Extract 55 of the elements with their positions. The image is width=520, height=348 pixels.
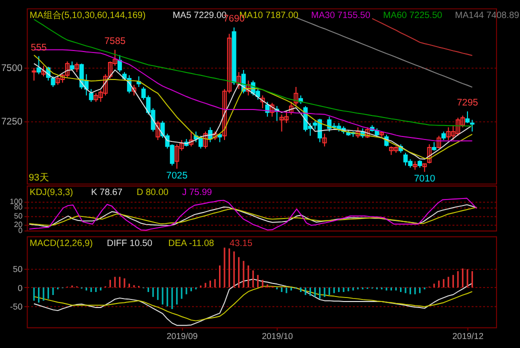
candlestick (203, 131, 208, 150)
candlestick (156, 120, 160, 141)
x-tick-label: 2019/10 (262, 331, 294, 342)
candlestick (427, 144, 432, 164)
candlestick (41, 65, 46, 77)
annotation: 7295 (456, 98, 478, 109)
text: MA30 7155.50 (311, 10, 370, 20)
series-label: K 78.67 (91, 187, 122, 198)
candlestick (50, 76, 56, 88)
candlestick (356, 126, 360, 138)
line-series (28, 198, 478, 231)
y-tick-label: 7250 (1, 116, 23, 128)
line-series (34, 278, 473, 326)
line-series (34, 286, 473, 322)
x-tick-label: 2019/12 (452, 331, 484, 342)
x-tick-label: 2019/09 (166, 331, 198, 342)
annotation: 7025 (166, 170, 188, 182)
series-label: J 75.99 (182, 187, 212, 198)
line-series (372, 18, 473, 56)
candlestick (88, 88, 94, 102)
candlestick (294, 86, 298, 107)
candlestick (74, 62, 80, 73)
line-series (295, 17, 473, 88)
candlestick (270, 102, 274, 118)
candlestick (118, 54, 122, 73)
y-tick-label: -50 (10, 302, 23, 312)
annotation: 93天 (28, 172, 50, 184)
y-tick-label: 50 (12, 264, 23, 274)
candlestick (188, 131, 194, 147)
candlestick (36, 56, 41, 75)
candlestick (465, 110, 470, 124)
candlestick (246, 80, 251, 96)
candlestick (32, 67, 36, 82)
candlestick (322, 133, 327, 147)
y-tick-label: 50 (14, 211, 23, 220)
chart-title: MACD(12,26,9) (30, 238, 93, 248)
text: MA60 7225.50 (383, 10, 442, 20)
y-tick-label: 7500 (1, 63, 23, 74)
series-label: 43.15 (230, 238, 252, 248)
y-tick-label: 0 (18, 226, 23, 235)
y-tick-label: 0 (18, 282, 23, 293)
candlestick (265, 101, 270, 118)
candlestick (132, 84, 136, 96)
chart-title: KDJ(9,3,3) (30, 187, 74, 198)
chart-title: MA组合(5,10,30,60,144,169) (30, 10, 146, 20)
text: DIFF 10.50 (106, 238, 152, 248)
annotation: 7010 (414, 173, 436, 184)
candlestick (470, 119, 474, 132)
candlestick (289, 101, 294, 116)
candlestick (260, 94, 265, 109)
annotation: 7585 (104, 36, 126, 48)
candlestick (236, 72, 242, 90)
candlestick (436, 135, 442, 150)
text: D 80.00 (136, 187, 168, 198)
text: DEA -11.08 (168, 238, 214, 248)
